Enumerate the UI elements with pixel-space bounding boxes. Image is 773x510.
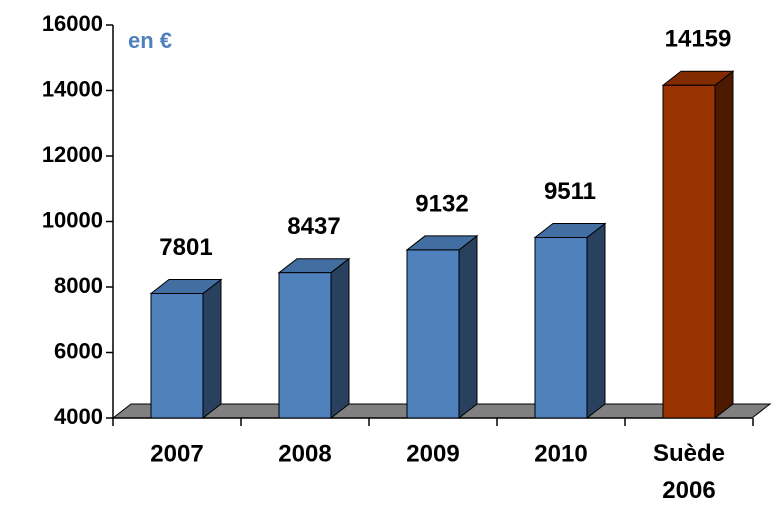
x-tick-label: 2009: [406, 440, 459, 467]
y-tick-label: 16000: [42, 11, 103, 36]
y-tick-label: 4000: [54, 404, 103, 429]
y-tick-label: 10000: [42, 207, 103, 232]
data-label: 14159: [665, 26, 732, 53]
x-tick-label: 2010: [534, 440, 587, 467]
bar-side: [458, 234, 478, 420]
bar: [277, 257, 351, 420]
bar: [661, 70, 735, 420]
bar: [405, 234, 479, 420]
y-tick-label: 14000: [42, 76, 103, 101]
bar-front: [534, 237, 588, 419]
x-tick-label: 2008: [278, 440, 331, 467]
bar-side: [330, 257, 350, 420]
y-tick-label: 12000: [42, 142, 103, 167]
data-label: 7801: [159, 234, 212, 261]
unit-annotation: en €: [128, 28, 172, 53]
x-tick-label: Suède 2006: [653, 440, 725, 504]
data-label: 9132: [415, 190, 468, 217]
bar-front: [150, 293, 204, 419]
data-label: 9511: [544, 178, 596, 205]
bar: [533, 222, 607, 420]
bar-front: [406, 249, 460, 419]
bar: [149, 278, 223, 420]
x-tick-label: 2007: [150, 440, 203, 467]
y-tick-label: 6000: [54, 338, 103, 363]
y-tick-label: 8000: [54, 273, 103, 298]
bar-front: [662, 84, 716, 419]
bar-front: [278, 272, 332, 419]
data-label: 8437: [287, 213, 340, 240]
bar-side: [714, 70, 734, 420]
bar-side: [202, 278, 222, 420]
bar-side: [586, 222, 606, 420]
